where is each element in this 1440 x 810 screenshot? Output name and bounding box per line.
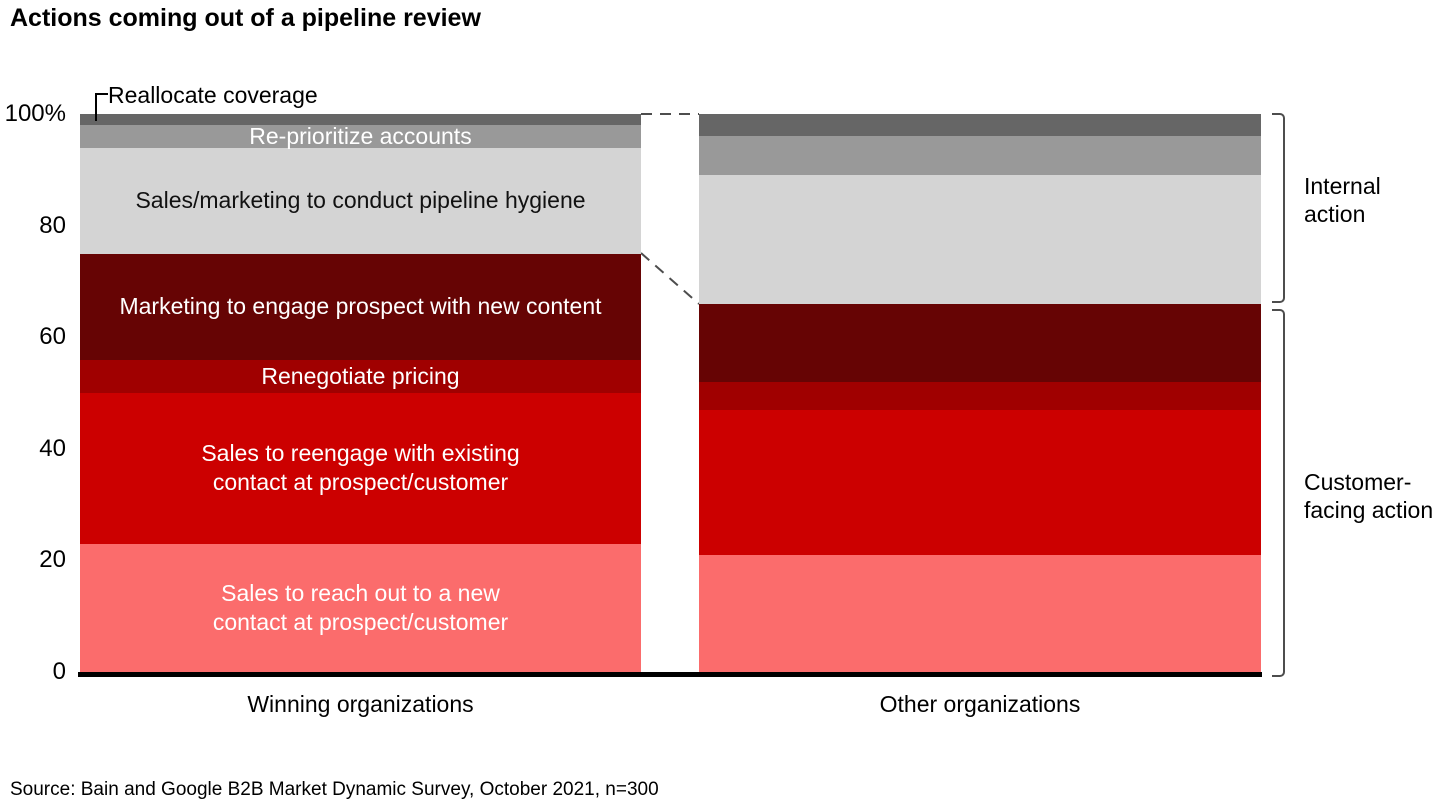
segment-sales-to-reach-out-to-a-new-contact-at-prospect-customer-winning-organizations: Sales to reach out to a new contact at p…	[80, 543, 641, 672]
stacked-bar-other-organizations	[699, 114, 1261, 672]
segment-reallocate-coverage-winning-organizations	[80, 114, 641, 126]
segment-sales-marketing-to-conduct-pipeline-hygiene-other-organizations	[699, 175, 1261, 304]
segment-renegotiate-pricing-winning-organizations: Renegotiate pricing	[80, 359, 641, 394]
segment-marketing-to-engage-prospect-with-new-content-other-organizations	[699, 303, 1261, 382]
callout-connector-vertical	[95, 93, 97, 121]
x-axis-line	[78, 672, 1262, 677]
bar-gap-connector-lines	[641, 113, 699, 305]
y-tick-40: 40	[39, 434, 66, 462]
source-attribution: Source: Bain and Google B2B Market Dynam…	[10, 779, 659, 800]
segment-re-prioritize-accounts-winning-organizations: Re-prioritize accounts	[80, 123, 641, 149]
y-tick-100: 100%	[4, 100, 66, 127]
stacked-bar-winning-organizations: Sales to reach out to a new contact at p…	[80, 114, 641, 672]
customer-facing-action-bracket	[1272, 309, 1285, 677]
segment-sales-to-reach-out-to-a-new-contact-at-prospect-customer-other-organizations	[699, 554, 1261, 672]
segment-label-re-prioritize-accounts: Re-prioritize accounts	[249, 122, 472, 149]
callout-reallocate-coverage: Reallocate coverage	[108, 82, 318, 108]
segment-label-sales-marketing-to-conduct-pipeline-hygiene: Sales/marketing to conduct pipeline hygi…	[135, 187, 586, 214]
segment-re-prioritize-accounts-other-organizations	[699, 136, 1261, 176]
chart-title: Actions coming out of a pipeline review	[10, 4, 481, 32]
segment-label-renegotiate-pricing: Renegotiate pricing	[261, 362, 460, 389]
segment-sales-to-reengage-with-existing-contact-at-prospect-customer-winning-organizations: Sales to reengage with existing contact …	[80, 393, 641, 544]
callout-connector-horizontal	[95, 93, 108, 95]
segment-renegotiate-pricing-other-organizations	[699, 381, 1261, 410]
segment-reallocate-coverage-other-organizations	[699, 114, 1261, 137]
segment-marketing-to-engage-prospect-with-new-content-winning-organizations: Marketing to engage prospect with new co…	[80, 253, 641, 360]
segment-label-marketing-to-engage-prospect-with-new-content: Marketing to engage prospect with new co…	[119, 293, 602, 320]
segment-sales-marketing-to-conduct-pipeline-hygiene-winning-organizations: Sales/marketing to conduct pipeline hygi…	[80, 147, 641, 254]
internal-action-label: Internal action	[1304, 173, 1381, 228]
category-label-other-organizations: Other organizations	[879, 691, 1081, 717]
segment-sales-to-reengage-with-existing-contact-at-prospect-customer-other-organizations	[699, 409, 1261, 555]
category-label-winning-organizations: Winning organizations	[247, 691, 474, 717]
customer-facing-action-label: Customer-facing action	[1304, 469, 1434, 524]
y-tick-80: 80	[39, 211, 66, 239]
segment-label-sales-to-reengage-with-existing-contact-at-prospect-customer: Sales to reengage with existing contact …	[201, 440, 520, 496]
y-tick-0: 0	[52, 658, 66, 685]
segment-label-sales-to-reach-out-to-a-new-contact-at-prospect-customer: Sales to reach out to a new contact at p…	[212, 579, 509, 635]
internal-action-bracket	[1272, 113, 1285, 303]
y-tick-60: 60	[39, 323, 66, 351]
y-tick-20: 20	[39, 546, 66, 574]
